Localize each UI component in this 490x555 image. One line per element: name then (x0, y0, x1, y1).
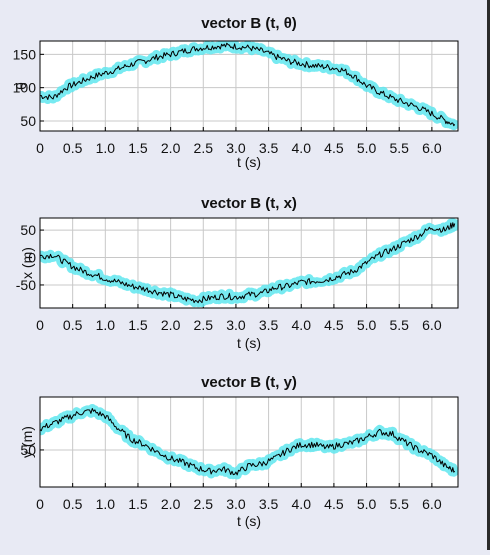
y-tick-label: 50 (20, 113, 36, 129)
plot-frame (39, 396, 459, 488)
y-tick-label: 100 (13, 80, 37, 96)
y-axis-label: θ (13, 82, 29, 90)
plot-frame (39, 217, 459, 309)
y-axis-label: x (m) (19, 247, 35, 279)
x-tick-label: 3.0 (226, 140, 246, 156)
series-line (40, 408, 456, 476)
x-tick-label: 1.0 (96, 140, 116, 156)
plot-frame (39, 40, 459, 132)
x-tick-label: 5.0 (357, 140, 377, 156)
x-tick-label: 4.5 (324, 317, 344, 333)
y-tick-label: -50 (16, 277, 36, 293)
y-tick-label: 50 (20, 442, 36, 458)
x-tick-label: 3.5 (259, 317, 279, 333)
x-tick-label: 4.0 (292, 496, 312, 512)
x-tick-label: 2.0 (161, 317, 181, 333)
x-tick-label: 5.5 (389, 140, 409, 156)
series-group (40, 41, 458, 131)
x-tick-label: 3.5 (259, 140, 279, 156)
x-tick-label: 3.5 (259, 496, 279, 512)
x-tick-label: 3.0 (226, 496, 246, 512)
x-tick-label: 6.0 (422, 496, 442, 512)
x-tick-label: 5.5 (389, 317, 409, 333)
x-tick-label: 0.5 (63, 317, 83, 333)
x-tick-label: 4.5 (324, 140, 344, 156)
chart-title: vector B (t, x) (201, 195, 297, 212)
x-tick-label: 2.5 (194, 317, 214, 333)
x-tick-label: 0.5 (63, 140, 83, 156)
x-tick-label: 5.0 (357, 496, 377, 512)
x-tick-label: 2.5 (194, 140, 214, 156)
x-tick-label: 1.5 (128, 317, 148, 333)
x-tick-label: 1.5 (128, 496, 148, 512)
series-group (40, 218, 458, 308)
x-tick-label: 1.0 (96, 496, 116, 512)
x-tick-label: 6.0 (422, 140, 442, 156)
x-tick-label: 4.0 (292, 140, 312, 156)
series-group (40, 404, 458, 480)
y-tick-label: 150 (13, 46, 37, 62)
x-axis-label: t (s) (237, 513, 261, 529)
x-tick-label: 0.5 (63, 496, 83, 512)
chart-3: 0 0.5 1.0 1.5 2.0 2.5 3.0 3.5 4.0 4.5 5.0 5.5 6.0 50 v… (19, 374, 459, 529)
series-line (40, 222, 456, 304)
x-tick-label: 6.0 (422, 317, 442, 333)
y-tick-label: 0 (28, 250, 36, 266)
x-tick-label: 4.0 (292, 317, 312, 333)
x-tick-label: 2.5 (194, 496, 214, 512)
x-tick-label: 3.0 (226, 317, 246, 333)
chart-title: vector B (t, θ) (201, 15, 297, 32)
x-tick-label: 5.5 (389, 496, 409, 512)
chart-title: vector B (t, y) (201, 374, 297, 391)
chart-1: 0 0.5 1.0 1.5 2.0 2.5 3.0 3.5 4.0 4.5 5.0 5.5 6.0 50 1… (13, 15, 459, 170)
chart-2: 0 0.5 1.0 1.5 2.0 2.5 3.0 3.5 4.0 4.5 5.0 5.5 6.0 -50… (16, 195, 459, 351)
x-tick-label: 1.5 (128, 140, 148, 156)
x-tick-label: 4.5 (324, 496, 344, 512)
x-tick-label: 1.0 (96, 317, 116, 333)
x-tick-label: 0 (36, 140, 44, 156)
plot-area (40, 41, 458, 131)
series-line (40, 42, 456, 127)
x-tick-label: 0 (36, 317, 44, 333)
x-tick-label: 5.0 (357, 317, 377, 333)
x-axis-label: t (s) (237, 154, 261, 170)
x-tick-label: 0 (36, 496, 44, 512)
x-tick-label: 2.0 (161, 496, 181, 512)
y-tick-label: 50 (20, 222, 36, 238)
x-axis-label: t (s) (237, 335, 261, 351)
y-axis-label: y (m) (19, 426, 35, 458)
x-tick-label: 2.0 (161, 140, 181, 156)
